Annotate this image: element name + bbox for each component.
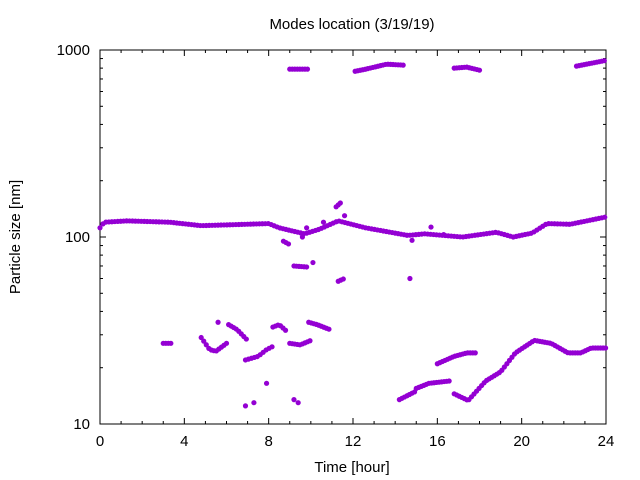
plot-frame bbox=[99, 49, 607, 425]
data-point bbox=[168, 340, 174, 346]
x-tick-label: 12 bbox=[345, 433, 362, 450]
data-point bbox=[215, 319, 221, 325]
x-tick-label: 0 bbox=[96, 433, 104, 450]
data-point bbox=[341, 213, 348, 219]
data-point bbox=[428, 224, 434, 230]
data-point bbox=[326, 326, 332, 332]
data-point bbox=[282, 327, 289, 333]
data-point bbox=[269, 344, 275, 350]
data-point bbox=[307, 338, 313, 344]
data-point bbox=[203, 342, 209, 348]
data-point bbox=[340, 276, 346, 282]
data-point bbox=[291, 397, 297, 403]
data-point bbox=[285, 241, 292, 247]
data-points bbox=[97, 58, 609, 409]
y-tick-label: 1000 bbox=[57, 42, 90, 59]
data-point bbox=[476, 67, 483, 73]
chart-title: Modes location (3/19/19) bbox=[269, 16, 434, 33]
data-point bbox=[407, 275, 413, 282]
data-point bbox=[295, 400, 301, 406]
data-point bbox=[337, 200, 343, 206]
data-point bbox=[97, 225, 103, 231]
x-tick-label: 8 bbox=[264, 433, 272, 450]
data-point bbox=[263, 380, 270, 386]
data-point bbox=[304, 66, 311, 72]
axis-ticks: 0 4 8 12 16 20 24 10 100 1000 bbox=[57, 42, 615, 450]
data-point bbox=[251, 400, 257, 406]
data-point bbox=[304, 264, 310, 270]
x-tick-label: 16 bbox=[429, 433, 446, 450]
y-tick-label: 10 bbox=[73, 416, 90, 433]
data-point bbox=[320, 219, 327, 225]
data-point bbox=[223, 340, 230, 346]
data-point bbox=[472, 350, 478, 356]
x-tick-label: 20 bbox=[513, 433, 530, 450]
data-point bbox=[441, 231, 447, 238]
y-axis-label: Particle size [nm] bbox=[7, 180, 24, 294]
data-point bbox=[299, 234, 305, 240]
data-point bbox=[602, 214, 608, 220]
data-point bbox=[201, 338, 207, 344]
data-point bbox=[602, 345, 609, 351]
x-axis-label: Time [hour] bbox=[314, 459, 389, 476]
y-tick-label: 100 bbox=[65, 229, 90, 246]
data-point bbox=[409, 237, 415, 243]
data-point bbox=[243, 336, 249, 342]
data-point bbox=[400, 62, 406, 68]
data-point bbox=[304, 225, 310, 231]
data-point bbox=[198, 334, 204, 341]
x-tick-label: 4 bbox=[180, 433, 188, 450]
data-point bbox=[242, 403, 249, 409]
data-point bbox=[446, 378, 452, 384]
data-point bbox=[310, 259, 316, 266]
x-tick-label: 24 bbox=[598, 433, 615, 450]
data-point bbox=[601, 58, 607, 64]
